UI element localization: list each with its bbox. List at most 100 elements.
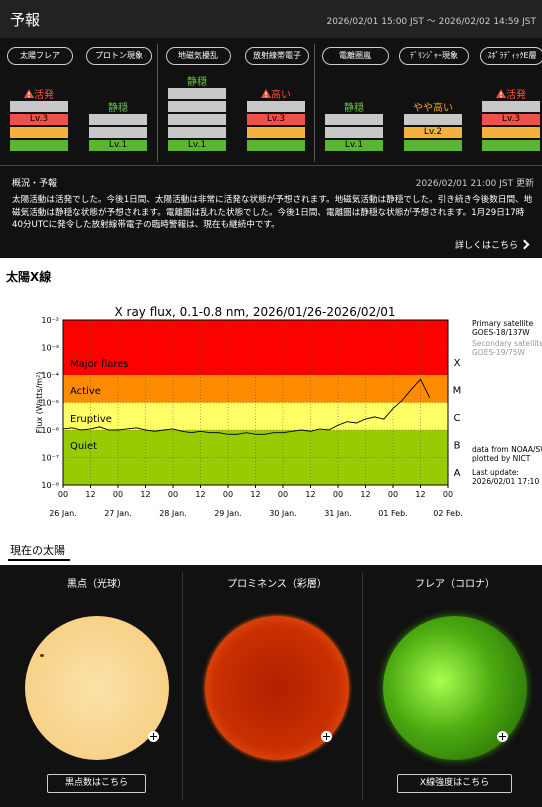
status-text: 高い bbox=[271, 90, 291, 101]
x-tick-label: 00 bbox=[443, 490, 453, 499]
level-bar bbox=[404, 140, 462, 151]
link-button[interactable]: X線強度はこちら bbox=[397, 774, 512, 793]
overview-updated: 2026/02/01 21:00 JST 更新 bbox=[415, 179, 534, 189]
date-label: 26 Jan. bbox=[49, 509, 77, 518]
divider bbox=[182, 572, 183, 800]
category-pill[interactable]: 地磁気擾乱 bbox=[165, 47, 231, 65]
level-bar bbox=[247, 140, 305, 151]
level-bar bbox=[482, 127, 540, 138]
note: GOES-19/75W bbox=[472, 348, 526, 357]
overview-text: 太陽活動は活発でした。今後1日間、太陽活動は非常に活発な状態が予想されます。地磁… bbox=[12, 195, 533, 230]
category-pill[interactable]: ﾃﾞﾘﾝｼﾞｬｰ現象 bbox=[399, 47, 469, 65]
x-tick-label: 00 bbox=[333, 490, 343, 499]
band bbox=[63, 375, 448, 403]
category-pill[interactable]: 太陽フレア bbox=[7, 47, 73, 65]
level-bar bbox=[482, 101, 540, 112]
level-bar: Lv.3 bbox=[247, 114, 305, 125]
level-bar bbox=[10, 127, 68, 138]
class-label: M bbox=[453, 385, 462, 396]
x-tick-label: 12 bbox=[195, 490, 205, 499]
category-pill[interactable]: ｽﾎﾟﾗﾃﾞｨｯｸE層 bbox=[480, 47, 542, 65]
status-text: やや高い bbox=[413, 103, 453, 114]
x-tick-label: 00 bbox=[113, 490, 123, 499]
x-tick-label: 00 bbox=[278, 490, 288, 499]
chart-title: X ray flux, 0.1-0.8 nm, 2026/01/26-2026/… bbox=[114, 305, 395, 319]
note: GOES-18/137W bbox=[472, 328, 530, 337]
date-label: 01 Feb. bbox=[378, 509, 407, 518]
underline bbox=[8, 559, 70, 561]
status-text: 静穏 bbox=[187, 77, 207, 88]
x-tick-label: 12 bbox=[415, 490, 425, 499]
x-tick-label: 12 bbox=[305, 490, 315, 499]
header-title: 予報 bbox=[10, 11, 41, 29]
note: 2026/02/01 17:10 UTC bbox=[472, 477, 542, 486]
level-bar bbox=[482, 140, 540, 151]
level-bar: Lv.1 bbox=[89, 140, 147, 151]
band-label: Active bbox=[70, 386, 101, 397]
plot-frame bbox=[62, 319, 449, 486]
y-tick-label: 10⁻⁶ bbox=[41, 426, 59, 435]
x-tick-label: 00 bbox=[168, 490, 178, 499]
status-text: 活発 bbox=[34, 90, 54, 101]
note: data from NOAA/SWPC bbox=[472, 445, 542, 454]
chevron bbox=[519, 239, 530, 250]
status-text: 静穏 bbox=[108, 103, 128, 114]
category-pill[interactable]: 電離圏嵐 bbox=[321, 47, 389, 65]
y-tick-label: 10⁻⁷ bbox=[41, 454, 59, 463]
date-label: 27 Jan. bbox=[104, 509, 132, 518]
sunspot bbox=[40, 654, 44, 657]
band-label: Major flares bbox=[70, 359, 129, 370]
xray-chart: X ray flux, 0.1-0.8 nm, 2026/01/26-2026/… bbox=[35, 305, 542, 518]
level-bar bbox=[89, 127, 147, 138]
warning-icon bbox=[261, 89, 271, 98]
link-button[interactable]: 黒点数はこちら bbox=[47, 774, 146, 793]
level-bar bbox=[325, 127, 383, 138]
level-bar: Lv.2 bbox=[404, 127, 462, 138]
level-bar: Lv.1 bbox=[325, 140, 383, 151]
more-text[interactable]: 詳しくはこちら bbox=[454, 241, 518, 251]
separator bbox=[0, 165, 542, 166]
more-link[interactable]: 詳しくはこちら bbox=[454, 238, 530, 251]
xray-title: 太陽X線 bbox=[6, 270, 52, 284]
status-text: 活発 bbox=[506, 90, 526, 101]
category-pill[interactable]: プロトン現象 bbox=[86, 47, 152, 65]
date-label: 31 Jan. bbox=[324, 509, 352, 518]
x-tick-label: 12 bbox=[360, 490, 370, 499]
level-bar bbox=[89, 114, 147, 125]
category-pill[interactable]: 放射線帯電子 bbox=[245, 47, 309, 65]
level-bar bbox=[10, 140, 68, 151]
level-bar: Lv.3 bbox=[482, 114, 540, 125]
panel-label: フレア（コロナ） bbox=[415, 579, 495, 590]
status: やや高い bbox=[393, 99, 473, 114]
overview-title: 概況・予報 bbox=[12, 179, 58, 189]
y-tick-label: 10⁻³ bbox=[41, 344, 59, 353]
divider bbox=[314, 44, 315, 162]
status: 活発 bbox=[0, 86, 79, 101]
date-label: 28 Jan. bbox=[159, 509, 187, 518]
level-bar bbox=[10, 101, 68, 112]
y-tick-label: 10⁻² bbox=[41, 316, 59, 325]
y-tick-label: 10⁻⁸ bbox=[41, 481, 59, 490]
x-tick-label: 00 bbox=[58, 490, 68, 499]
status: 高い bbox=[236, 86, 316, 101]
zoom-icon[interactable] bbox=[148, 731, 159, 742]
warning-icon bbox=[496, 89, 506, 98]
band-label: Quiet bbox=[70, 441, 97, 452]
series-line bbox=[62, 378, 431, 435]
zoom-icon[interactable] bbox=[321, 731, 332, 742]
divider bbox=[362, 572, 363, 800]
level-bar bbox=[247, 101, 305, 112]
date-label: 30 Jan. bbox=[269, 509, 297, 518]
x-tick-label: 12 bbox=[250, 490, 260, 499]
level-bar: Lv.1 bbox=[168, 140, 226, 151]
note: Last update: bbox=[472, 468, 519, 477]
zoom-icon[interactable] bbox=[497, 731, 508, 742]
class-label: A bbox=[454, 468, 461, 479]
status: 静穏 bbox=[157, 73, 237, 88]
status-text: 静穏 bbox=[344, 103, 364, 114]
date-label: 29 Jan. bbox=[214, 509, 242, 518]
level-bar: Lv.3 bbox=[10, 114, 68, 125]
x-tick-label: 00 bbox=[223, 490, 233, 499]
y-axis-label: Flux (Watts/m²) bbox=[35, 372, 44, 434]
level-bar bbox=[168, 127, 226, 138]
